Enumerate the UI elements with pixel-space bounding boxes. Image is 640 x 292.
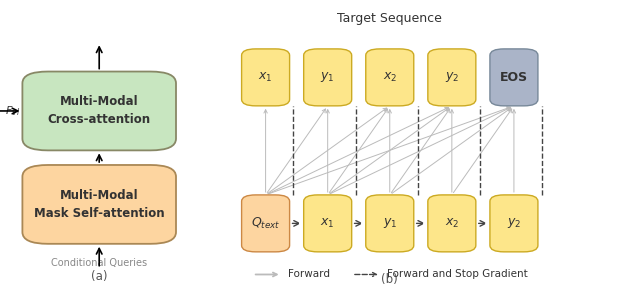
Text: $y_1$: $y_1$ (383, 216, 397, 230)
FancyBboxPatch shape (490, 195, 538, 252)
FancyBboxPatch shape (428, 195, 476, 252)
FancyBboxPatch shape (490, 49, 538, 106)
Text: Conditional Queries: Conditional Queries (51, 258, 147, 268)
Text: $y_2$: $y_2$ (507, 216, 521, 230)
FancyBboxPatch shape (428, 49, 476, 106)
FancyBboxPatch shape (242, 195, 290, 252)
FancyBboxPatch shape (242, 49, 290, 106)
Text: $F_{vl}$: $F_{vl}$ (5, 104, 20, 118)
Text: Multi-Modal
Mask Self-attention: Multi-Modal Mask Self-attention (34, 189, 164, 220)
Text: Forward: Forward (288, 270, 330, 279)
Text: Multi-Modal
Cross-attention: Multi-Modal Cross-attention (47, 95, 151, 126)
FancyBboxPatch shape (304, 49, 352, 106)
Text: $Q_{text}$: $Q_{text}$ (251, 216, 280, 231)
FancyBboxPatch shape (304, 195, 352, 252)
FancyBboxPatch shape (366, 49, 414, 106)
Text: Forward and Stop Gradient: Forward and Stop Gradient (387, 270, 528, 279)
Text: $x_2$: $x_2$ (445, 217, 459, 230)
Text: $y_1$: $y_1$ (321, 70, 335, 84)
FancyBboxPatch shape (366, 195, 414, 252)
Text: (a): (a) (91, 270, 108, 283)
FancyBboxPatch shape (22, 165, 176, 244)
Text: EOS: EOS (500, 71, 528, 84)
Text: (b): (b) (381, 273, 398, 286)
Text: $y_2$: $y_2$ (445, 70, 459, 84)
Text: $x_1$: $x_1$ (321, 217, 335, 230)
FancyBboxPatch shape (22, 72, 176, 150)
Text: $x_2$: $x_2$ (383, 71, 397, 84)
Text: Target Sequence: Target Sequence (337, 12, 442, 25)
Text: $x_1$: $x_1$ (259, 71, 273, 84)
